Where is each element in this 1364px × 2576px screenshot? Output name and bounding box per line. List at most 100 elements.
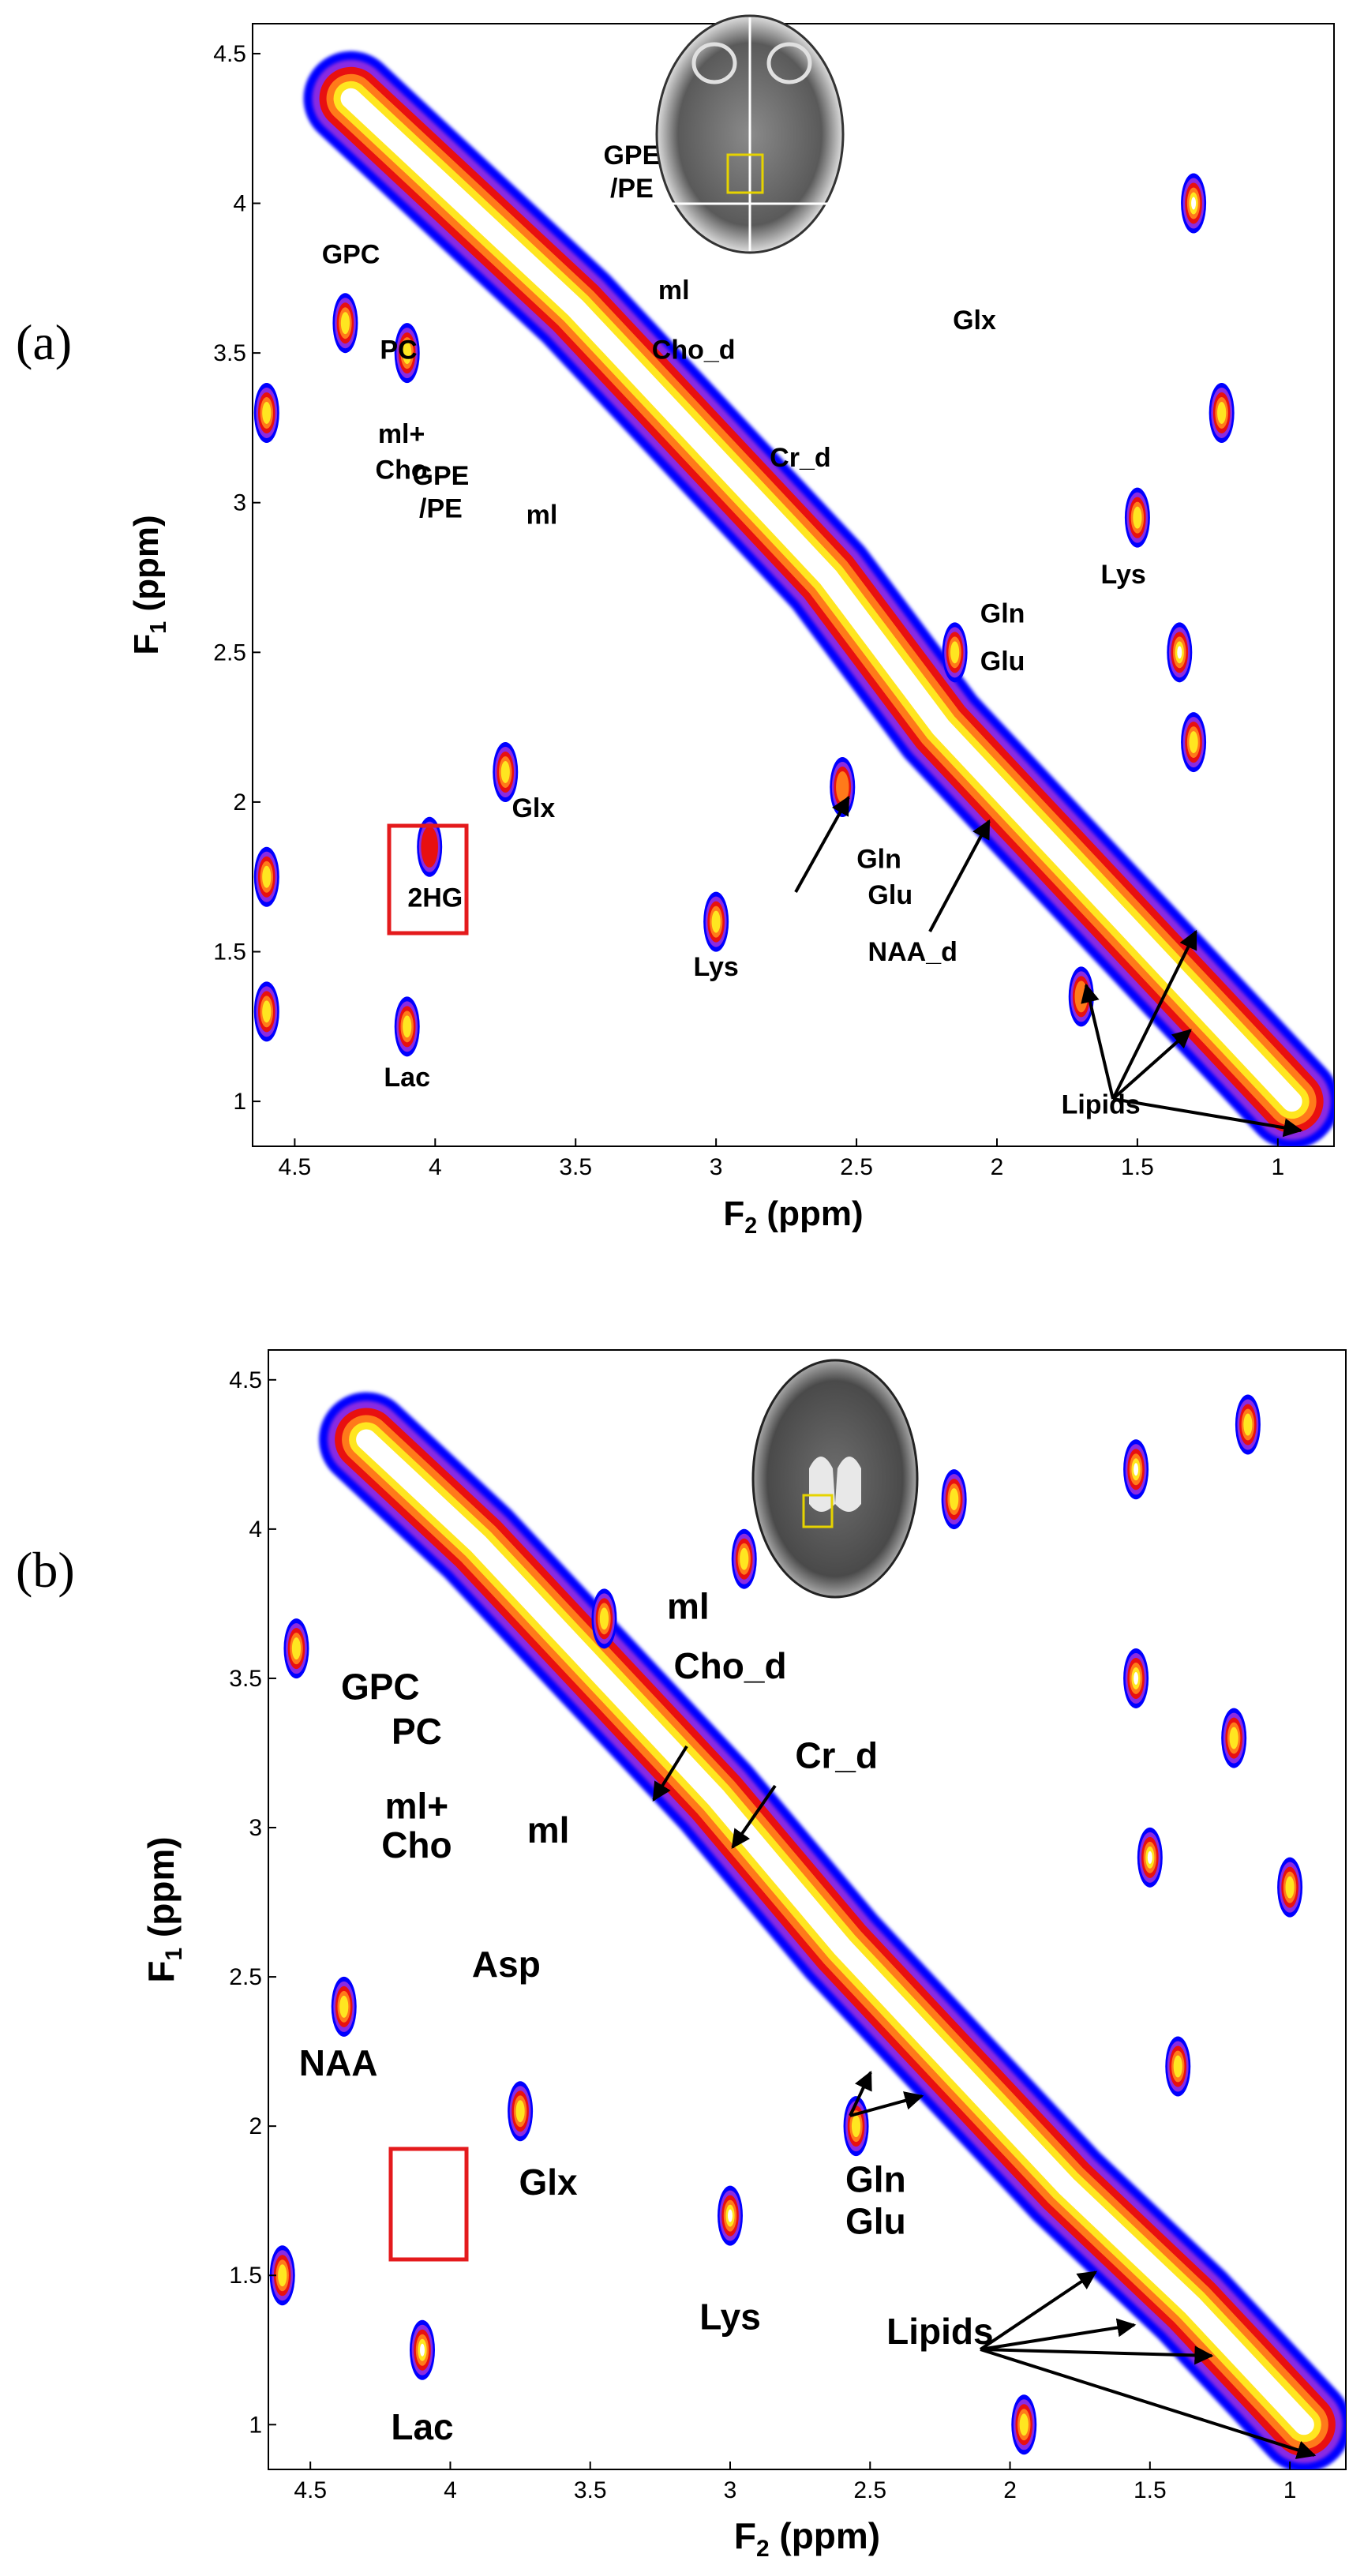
panel-a: (a) 4.5 4 3.5 3 2.5 2 1.5 1 4.5 4 3.5 3 2.5 2 1.5 1 F2 (… — [16, 14, 1335, 1239]
x-tick-label: 1.5 — [1121, 1154, 1154, 1180]
peak-contour — [1217, 401, 1227, 424]
y-axis-label: F1 (ppm) — [127, 515, 171, 654]
peak-annotation: GPE — [603, 141, 660, 171]
peak-annotation: Glx — [512, 793, 555, 823]
peak-contour — [711, 910, 721, 933]
peak-annotation: Gln — [856, 844, 901, 874]
plot-area-a — [253, 51, 1334, 1146]
peak-annotation: ml — [658, 276, 690, 306]
y-axis-label: F1 (ppm) — [141, 1836, 187, 1982]
annotation-arrow — [849, 2070, 872, 2117]
cross-peak — [1124, 487, 1150, 548]
peak-annotation: Glu — [845, 2200, 906, 2241]
x-axis-label: F2 (ppm) — [723, 1194, 863, 1239]
peak-contour — [1019, 2413, 1029, 2436]
y-tick-label: 4.5 — [229, 1367, 262, 1393]
panel-label-b: (b) — [16, 1542, 75, 1598]
2hg-region-box — [388, 2147, 469, 2262]
cross-peak — [253, 382, 279, 443]
x-tick-label: 4 — [429, 1154, 442, 1180]
x-tick-label: 2 — [991, 1154, 1004, 1180]
2hg-highlight-box — [387, 823, 469, 936]
voxel-box — [726, 153, 764, 194]
peak-annotation: Glu — [980, 647, 1025, 677]
peak-annotation: Cho — [381, 1824, 452, 1865]
peak-contour — [403, 342, 412, 365]
y-tick-label: 4.5 — [213, 41, 246, 67]
y-tick-label: 1 — [249, 2412, 262, 2438]
peak-annotation: PC — [392, 1711, 442, 1752]
y-tick-label: 2.5 — [229, 1964, 262, 1990]
cross-peak — [1123, 1439, 1149, 1500]
cross-peak — [1137, 1827, 1163, 1888]
x-tick-label: 1 — [1271, 1154, 1284, 1180]
peak-contour — [291, 1637, 302, 1660]
peak-annotation: 2HG — [407, 883, 463, 913]
peak-annotation: Lys — [699, 2296, 761, 2337]
peak-annotation: Asp — [472, 1944, 541, 1985]
peak-contour — [278, 2264, 287, 2287]
y-tick-label: 1 — [233, 1089, 246, 1115]
diagonal-ridge-layer — [340, 88, 1302, 1112]
peak-contour — [1243, 1413, 1253, 1436]
peak-contour — [339, 1995, 349, 2018]
annotation-arrow — [849, 2091, 924, 2117]
diagonal-ridge-layer — [356, 1429, 1314, 2435]
peak-contour — [1189, 731, 1198, 754]
cross-peak — [1011, 2394, 1037, 2455]
peak-annotation: ml — [527, 1809, 570, 1850]
ventricle-right — [835, 1457, 861, 1512]
peak-contour — [500, 761, 510, 783]
peak-contour — [262, 401, 272, 424]
annotation-arrow — [980, 2318, 1137, 2351]
peak-contour — [836, 771, 849, 803]
peak-contour — [1134, 1671, 1139, 1685]
peak-annotation: /PE — [610, 174, 654, 204]
panel-label-a: (a) — [16, 314, 72, 370]
cross-peak — [332, 293, 358, 354]
cross-peak — [253, 981, 279, 1042]
cross-peak — [1221, 1708, 1247, 1768]
cross-peak — [1181, 712, 1207, 773]
annotation-arrow — [1111, 1029, 1192, 1101]
x-tick-label: 3.5 — [559, 1154, 592, 1180]
peak-annotation: ml — [667, 1585, 710, 1626]
annotation-arrow — [979, 2270, 1097, 2351]
x-tick-label: 4 — [444, 2477, 457, 2503]
plot-area-b — [269, 1392, 1346, 2469]
cross-peak — [283, 1618, 309, 1679]
peak-contour — [728, 2209, 733, 2222]
cross-peak — [591, 1588, 617, 1649]
axes-a: 4.5 4 3.5 3 2.5 2 1.5 1 4.5 4 3.5 3 2.5 2 1.5 1 F2 (ppm)… — [127, 41, 1303, 1239]
x-tick-label: 4.5 — [294, 2477, 327, 2503]
y-tick-label: 3.5 — [229, 1666, 262, 1692]
axes-b: 4.5 4 3.5 3 2.5 2 1.5 1 4.5 4 3.5 3 2.5 2 1.5 1 F2 (ppm)… — [141, 1367, 1317, 2562]
peak-annotation: GPC — [322, 239, 380, 269]
peak-annotation: GPC — [341, 1666, 420, 1707]
annotation-arrow — [652, 1745, 688, 1802]
brain-scan-image — [751, 1359, 919, 1599]
peak-annotation: Cr_d — [795, 1734, 878, 1775]
y-tick-label: 3 — [233, 490, 246, 516]
cross-peak — [394, 323, 420, 384]
peak-contour — [950, 641, 960, 664]
y-tick-label: 2.5 — [213, 639, 246, 666]
peak-annotation: /PE — [419, 494, 463, 524]
cross-peak — [493, 742, 519, 802]
peak-contour — [1191, 197, 1197, 210]
peak-contour — [1133, 506, 1142, 529]
peak-contour — [515, 2100, 525, 2123]
x-tick-label: 2.5 — [853, 2477, 886, 2503]
peak-annotation: Glx — [953, 306, 996, 336]
cross-peak — [394, 996, 420, 1057]
peak-annotation: NAA — [299, 2042, 378, 2083]
annotation-arrow — [928, 819, 991, 932]
eye-socket-right — [766, 42, 812, 84]
peak-contour — [1173, 2055, 1182, 2078]
peak-contour — [1134, 1463, 1139, 1476]
annotation-arrow — [731, 1784, 777, 1849]
panel-b: (b) 4.5 4 3.5 3 2.5 2 1.5 1 4.5 4 3.5 3 2.5 2 1.5 1 F2 (… — [16, 1349, 1347, 2562]
y-tick-label: 2 — [233, 789, 246, 816]
peak-annotation: ml — [526, 500, 558, 530]
